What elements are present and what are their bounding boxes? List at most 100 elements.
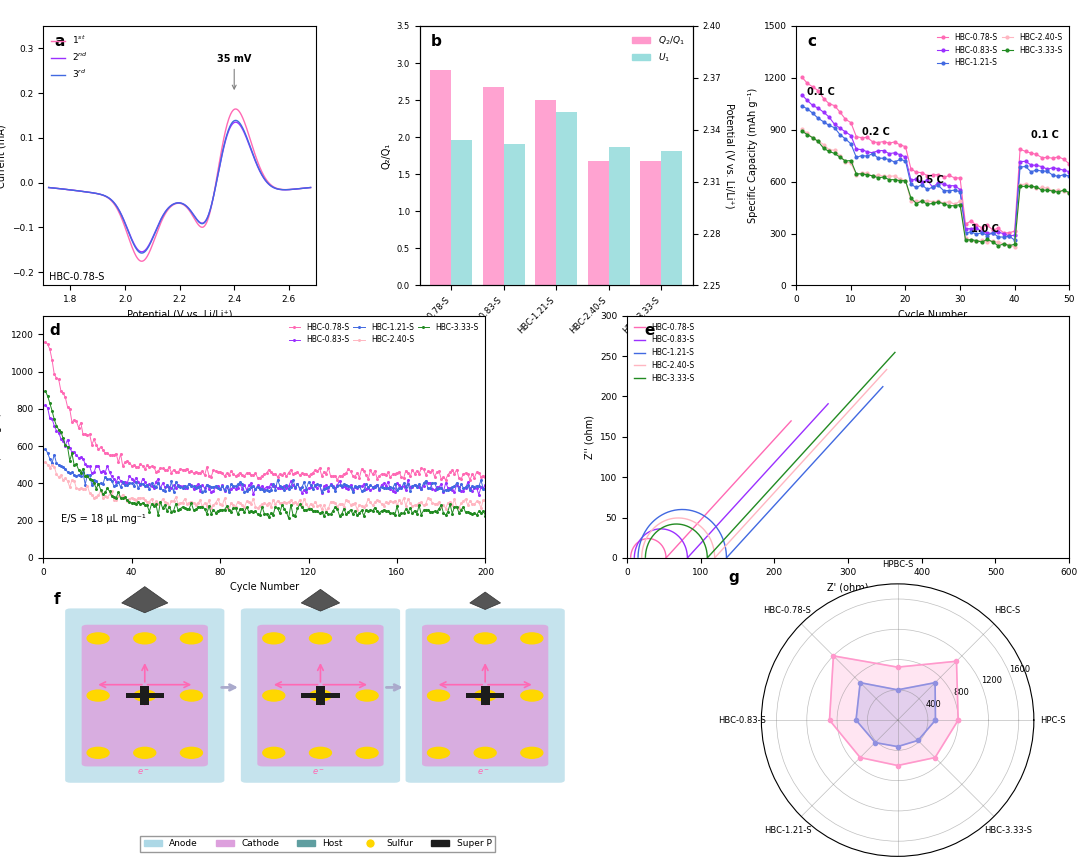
HBC-3.33-S (478, 510, 491, 521)
X-axis label: Z' (ohm): Z' (ohm) (827, 582, 868, 593)
HBC-0.83-S (1030, 160, 1043, 170)
HBC-1.21-S (828, 123, 841, 133)
Y-axis label: Specific Capacity (mAh g⁻¹): Specific Capacity (mAh g⁻¹) (748, 88, 758, 223)
Text: 0.2 C: 0.2 C (862, 127, 890, 137)
1$^{st}$ (185, 208, 198, 218)
HBC-0.78-S (948, 173, 961, 183)
HBC-3.33-S (852, 387, 865, 397)
HBC-3.33-S (964, 234, 977, 245)
HBC-1.21-S (888, 157, 901, 167)
HBC-0.83-S (472, 490, 485, 500)
Bar (588, 161, 609, 285)
HBC-0.83-S (910, 174, 923, 184)
HBC-0.83-S (882, 149, 895, 159)
HBC-1.21-S (877, 153, 890, 163)
HBC-2.40-S (916, 195, 929, 206)
HBC-1.21-S (937, 185, 950, 195)
Bar (483, 86, 503, 285)
Line: HBC-1.21-S: HBC-1.21-S (800, 105, 1070, 241)
HBC-0.78-S (855, 132, 868, 143)
HBC-3.33-S (1063, 188, 1076, 198)
HBC-3.33-S (954, 199, 967, 209)
HBC-3.33-S (975, 237, 988, 247)
FancyBboxPatch shape (257, 625, 383, 766)
HBC-0.78-S (459, 468, 472, 478)
HBC-0.78-S (818, 93, 831, 104)
HBC-0.78-S (954, 173, 967, 183)
HBC-3.33-S (1047, 186, 1059, 196)
HBC-0.78-S (660, 553, 673, 563)
HBC-1.21-S (459, 482, 472, 492)
Circle shape (356, 747, 378, 759)
Circle shape (521, 690, 543, 701)
HBC-0.83-S (627, 551, 640, 561)
HBC-2.40-S (1047, 185, 1059, 195)
Text: e: e (645, 323, 656, 338)
HBC-0.78-S (795, 72, 808, 82)
HBC-3.33-S (921, 199, 934, 209)
HBC-0.78-S (1025, 148, 1038, 158)
HBC-0.78-S (970, 220, 983, 230)
HBC-0.78-S (866, 137, 879, 147)
HBC-2.40-S (847, 400, 860, 411)
1$^{st}$ (229, 104, 242, 114)
HBC-1.21-S (1008, 234, 1021, 245)
HBC-2.40-S (828, 145, 841, 156)
Circle shape (180, 747, 202, 759)
HBC-0.83-S (818, 107, 831, 118)
1$^{st}$ (42, 183, 55, 193)
HBC-0.78-S (1063, 158, 1076, 169)
2$^{nd}$ (185, 206, 198, 216)
HBC-0.83-S (850, 144, 863, 154)
HBC-1.21-S (882, 154, 895, 164)
Legend: $Q_2/Q_1$, $U_1$: $Q_2/Q_1$, $U_1$ (629, 30, 688, 67)
HBC-2.40-S (1014, 180, 1027, 190)
Initial Capacity (951, 714, 964, 725)
HBC-1.21-S (910, 183, 923, 193)
HBC-2.40-S (948, 199, 961, 209)
HBC-3.33-S (861, 170, 874, 180)
HBC-0.78-S (899, 142, 912, 152)
Line: HBC-2.40-S: HBC-2.40-S (800, 128, 1070, 248)
Initial Capacity (929, 753, 942, 763)
Bar (556, 112, 577, 865)
HBC-1.21-S (632, 551, 645, 561)
Legend: HBC-0.78-S, HBC-0.83-S, HBC-1.21-S, HBC-2.40-S, HBC-3.33-S: HBC-0.78-S, HBC-0.83-S, HBC-1.21-S, HBC-… (286, 319, 482, 348)
HBC-2.40-S (1057, 186, 1070, 196)
HBC-0.83-S (845, 131, 858, 141)
Bar (125, 694, 164, 698)
3$^{rd}$ (258, 174, 271, 184)
Line: HBC-3.33-S: HBC-3.33-S (800, 130, 1070, 247)
HBC-3.33-S (157, 503, 170, 513)
Line: HBC-1.21-S: HBC-1.21-S (638, 387, 882, 558)
HBC-0.83-S (899, 152, 912, 163)
HBC-2.40-S (818, 139, 831, 150)
HBC-0.78-S (785, 416, 798, 426)
HBC-3.33-S (991, 240, 1004, 251)
HBC-2.40-S (882, 171, 895, 182)
HBC-0.78-S (1014, 144, 1027, 155)
HBC-1.21-S (795, 100, 808, 111)
Bar (609, 147, 630, 865)
HBC-0.78-S (959, 219, 972, 229)
HBC-3.33-S (997, 239, 1010, 249)
HBC-0.78-S (932, 170, 945, 180)
HBC-0.83-S (1036, 162, 1049, 172)
HBC-0.78-S (1002, 227, 1015, 238)
HBC-3.33-S (795, 125, 808, 136)
HBC-0.83-S (997, 228, 1010, 239)
HBC-3.33-S (910, 198, 923, 208)
Text: $e^-$: $e^-$ (136, 767, 149, 777)
1$^{st}$ (167, 200, 180, 210)
HBC-0.83-S (904, 175, 917, 185)
Circle shape (180, 633, 202, 644)
HBC-0.83-S (986, 228, 999, 239)
Line: HBC-0.78-S: HBC-0.78-S (44, 341, 486, 481)
HBC-3.33-S (701, 553, 714, 563)
Initial Capacity (853, 753, 866, 763)
HBC-1.21-S (634, 537, 647, 548)
HBC-1.21-S (1057, 170, 1070, 180)
Line: HBC-3.33-S: HBC-3.33-S (44, 390, 486, 519)
HBC-1.21-S (1036, 166, 1049, 176)
HBC-2.40-S (981, 237, 994, 247)
